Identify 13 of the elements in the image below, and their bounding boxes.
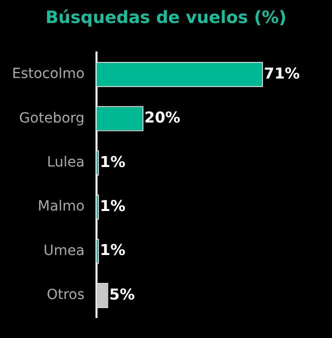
y-tick-label: Umea xyxy=(43,242,85,259)
y-tick-label: Goteborg xyxy=(19,110,85,126)
data-label: 1% xyxy=(100,196,126,215)
y-tick-label: Malmo xyxy=(38,198,85,215)
data-label: 1% xyxy=(100,241,126,260)
y-tick-label: Otros xyxy=(46,287,85,304)
data-label: 20% xyxy=(144,108,180,127)
y-tick-label: Estocolmo xyxy=(12,66,85,82)
data-label: 1% xyxy=(100,152,126,171)
y-tick-label: Lulea xyxy=(47,154,85,171)
data-label: 71% xyxy=(264,64,300,82)
data-label: 5% xyxy=(109,285,135,304)
chart-title: Búsquedas de vuelos (%) xyxy=(44,7,288,30)
